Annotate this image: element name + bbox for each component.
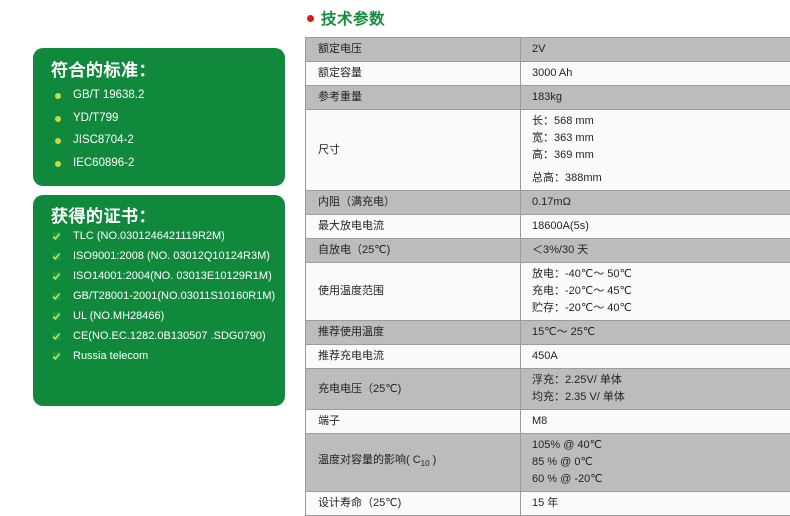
bullet-dot-icon (55, 93, 61, 99)
spec-label-cell: 推荐充电电流 (306, 345, 521, 369)
spec-value-line: 长：568 mm (532, 113, 790, 130)
standards-list: GB/T 19638.2 YD/T799 JISC8704-2 IEC60896-2 (49, 90, 269, 169)
spec-value-cell: 15℃～ 25℃ (521, 321, 790, 345)
spec-value-cell: 450A (521, 345, 790, 369)
check-icon (51, 291, 62, 302)
check-icon (51, 231, 62, 242)
spec-value-line: 总高：388mm (532, 170, 790, 187)
table-row: 内阻（满充电）0.17mΩ (306, 191, 790, 215)
spec-label-cell: 额定电压 (306, 38, 521, 62)
certificate-label: CE(NO.EC.1282.0B130507 .SDG0790) (73, 331, 266, 342)
bullet-dot-icon (55, 116, 61, 122)
certificates-card: 获得的证书： TLC (NO.0301246421119R2M) ISO9001:… (33, 195, 285, 406)
spec-label-cell: 自放电（25℃) (306, 239, 521, 263)
bullet-dot-icon (55, 161, 61, 167)
table-row: 设计寿命（25℃)15 年 (306, 492, 790, 516)
list-item: TLC (NO.0301246421119R2M) (49, 231, 269, 242)
check-icon (51, 331, 62, 342)
spec-value-line: 高：369 mm (532, 147, 790, 164)
spec-value-line: 贮存：-20℃～ 40℃ (532, 300, 790, 317)
list-item: GB/T 19638.2 (49, 90, 269, 102)
standard-label: JISC8704-2 (73, 135, 134, 147)
list-item: Russia telecom (49, 351, 269, 362)
spec-value-line: 均充：2.35 V/ 单体 (532, 389, 790, 406)
spec-value-cell: 浮充：2.25V/ 单体均充：2.35 V/ 单体 (521, 369, 790, 410)
list-item: ISO14001:2004(NO. 03013E10129R1M) (49, 271, 269, 282)
list-item: UL (NO.MH28466) (49, 311, 269, 322)
standard-label: IEC60896-2 (73, 158, 134, 170)
spec-value-cell: 0.17mΩ (521, 191, 790, 215)
spec-value-cell: ＜3%/30 天 (521, 239, 790, 263)
standard-label: YD/T799 (73, 113, 118, 125)
page-title: 技术参数 (307, 8, 778, 28)
check-icon (51, 271, 62, 282)
spec-label-cell: 温度对容量的影响( C10 ) (306, 434, 521, 492)
spec-value-cell: M8 (521, 410, 790, 434)
left-info-column: 符合的标准： GB/T 19638.2 YD/T799 JISC8704-2 IEC6… (33, 48, 285, 406)
spec-label-cell: 最大放电电流 (306, 215, 521, 239)
spec-label-cell: 充电电压（25℃) (306, 369, 521, 410)
spec-value-line: 85 % @ 0℃ (532, 454, 790, 471)
spec-value-cell: 3000 Ah (521, 62, 790, 86)
certificate-label: ISO9001:2008 (NO. 03012Q10124R3M) (73, 251, 270, 262)
spec-label-cell: 参考重量 (306, 86, 521, 110)
table-row: 自放电（25℃)＜3%/30 天 (306, 239, 790, 263)
spec-value-cell: 18600A(5s) (521, 215, 790, 239)
certificate-label: UL (NO.MH28466) (73, 311, 164, 322)
standard-label: GB/T 19638.2 (73, 90, 144, 102)
table-row: 充电电压（25℃)浮充：2.25V/ 单体均充：2.35 V/ 单体 (306, 369, 790, 410)
spec-label-cell: 使用温度范围 (306, 263, 521, 321)
certificates-card-title: 获得的证书： (51, 207, 269, 227)
spec-value-line: 充电：-20℃～ 45℃ (532, 283, 790, 300)
certificate-label: GB/T28001-2001(NO.03011S10160R1M) (73, 291, 275, 302)
list-item: CE(NO.EC.1282.0B130507 .SDG0790) (49, 331, 269, 342)
spec-value-cell: 15 年 (521, 492, 790, 516)
certificate-label: TLC (NO.0301246421119R2M) (73, 231, 225, 242)
spec-label-cell: 推荐使用温度 (306, 321, 521, 345)
check-icon (51, 311, 62, 322)
check-icon (51, 251, 62, 262)
standards-card: 符合的标准： GB/T 19638.2 YD/T799 JISC8704-2 IEC6… (33, 48, 285, 186)
certificate-label: Russia telecom (73, 351, 148, 362)
spec-label-cell: 端子 (306, 410, 521, 434)
spec-label-cell: 额定容量 (306, 62, 521, 86)
list-item: YD/T799 (49, 113, 269, 125)
list-item: GB/T28001-2001(NO.03011S10160R1M) (49, 291, 269, 302)
spec-value-line: 105% @ 40℃ (532, 437, 790, 454)
spec-label-cell: 设计寿命（25℃) (306, 492, 521, 516)
list-item: IEC60896-2 (49, 158, 269, 170)
spec-value-line: 宽：363 mm (532, 130, 790, 147)
spec-value-line: 60 % @ -20℃ (532, 471, 790, 488)
red-dot-icon (307, 15, 314, 22)
spec-label-cell: 尺寸 (306, 110, 521, 191)
spec-value-cell: 183kg (521, 86, 790, 110)
spec-value-line: 浮充：2.25V/ 单体 (532, 372, 790, 389)
check-icon (51, 351, 62, 362)
bullet-dot-icon (55, 138, 61, 144)
list-item: JISC8704-2 (49, 135, 269, 147)
spec-value-cell: 2V (521, 38, 790, 62)
spec-label-cell: 内阻（满充电） (306, 191, 521, 215)
standards-card-title: 符合的标准： (51, 61, 269, 81)
certificates-list: TLC (NO.0301246421119R2M) ISO9001:2008 (N… (49, 231, 269, 362)
spec-value-line: 放电：-40℃～ 50℃ (532, 266, 790, 283)
page-title-text: 技术参数 (321, 7, 385, 29)
list-item: ISO9001:2008 (NO. 03012Q10124R3M) (49, 251, 269, 262)
certificate-label: ISO14001:2004(NO. 03013E10129R1M) (73, 271, 272, 282)
